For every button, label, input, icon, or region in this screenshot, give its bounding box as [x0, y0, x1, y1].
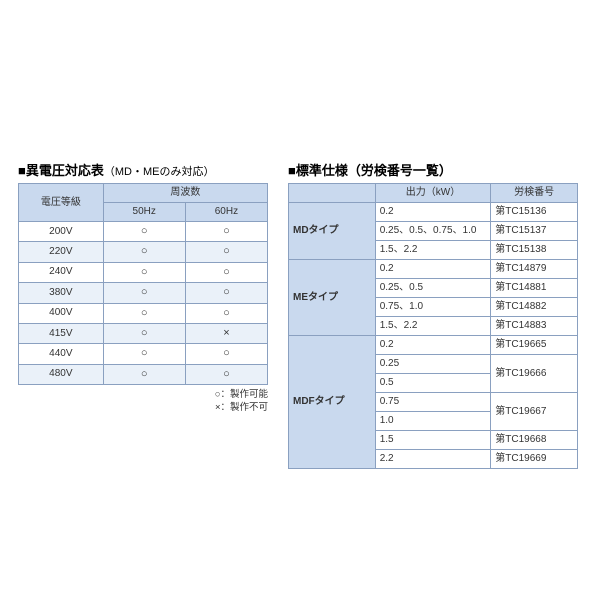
spec-row: MDFタイプ0.2第TC19665	[289, 336, 578, 355]
output-cell: 1.5、2.2	[375, 241, 491, 260]
freq50-cell: ○	[103, 323, 185, 343]
number-cell: 第TC15137	[491, 222, 578, 241]
freq60-cell: ○	[185, 364, 267, 384]
freq60-cell: ○	[185, 222, 267, 242]
spec-row: MEタイプ0.2第TC14879	[289, 260, 578, 279]
voltage-cell: 415V	[19, 323, 104, 343]
voltage-table: 電圧等級周波数50Hz60Hz200V○○220V○○240V○○380V○○4…	[18, 183, 268, 385]
voltage-cell: 220V	[19, 242, 104, 262]
legend-ng: ×：製作不可	[215, 402, 268, 413]
voltage-cell: 480V	[19, 364, 104, 384]
voltage-cell: 200V	[19, 222, 104, 242]
voltage-row: 415V○×	[19, 323, 268, 343]
voltage-table-panel: ■異電圧対応表（MD・MEのみ対応） 電圧等級周波数50Hz60Hz200V○○…	[18, 160, 268, 415]
freq50-cell: ○	[103, 262, 185, 282]
number-cell: 第TC15138	[491, 241, 578, 260]
col-number-header: 労検番号	[491, 184, 578, 203]
output-cell: 0.25、0.5	[375, 279, 491, 298]
number-cell: 第TC19665	[491, 336, 578, 355]
voltage-row: 440V○○	[19, 344, 268, 364]
output-cell: 0.75	[375, 393, 491, 412]
col-50hz-header: 50Hz	[103, 203, 185, 222]
output-cell: 0.25	[375, 355, 491, 374]
freq50-cell: ○	[103, 242, 185, 262]
col-voltage-header: 電圧等級	[19, 184, 104, 222]
voltage-cell: 400V	[19, 303, 104, 323]
number-cell: 第TC19666	[491, 355, 578, 393]
number-cell: 第TC14882	[491, 298, 578, 317]
number-cell: 第TC19668	[491, 431, 578, 450]
freq50-cell: ○	[103, 303, 185, 323]
title-text: 標準仕様（労検番号一覧）	[296, 163, 452, 178]
spec-table-title: ■標準仕様（労検番号一覧）	[288, 160, 578, 179]
legend-ok: ○：製作可能	[215, 389, 268, 400]
voltage-cell: 380V	[19, 283, 104, 303]
voltage-row: 240V○○	[19, 262, 268, 282]
output-cell: 0.75、1.0	[375, 298, 491, 317]
col-freq-header: 周波数	[103, 184, 267, 203]
voltage-cell: 440V	[19, 344, 104, 364]
content-wrap: ■異電圧対応表（MD・MEのみ対応） 電圧等級周波数50Hz60Hz200V○○…	[18, 160, 582, 469]
freq60-cell: ○	[185, 262, 267, 282]
output-cell: 0.2	[375, 203, 491, 222]
title-text: 異電圧対応表	[26, 163, 104, 178]
title-marker: ■	[18, 163, 26, 178]
freq60-cell: ○	[185, 344, 267, 364]
voltage-legend: ○：製作可能 ×：製作不可	[18, 388, 268, 415]
voltage-row: 380V○○	[19, 283, 268, 303]
output-cell: 1.0	[375, 412, 491, 431]
freq50-cell: ○	[103, 364, 185, 384]
spec-table-panel: ■標準仕様（労検番号一覧） 出力（kW）労検番号MDタイプ0.2第TC15136…	[288, 160, 578, 469]
output-cell: 0.2	[375, 260, 491, 279]
title-subtitle: （MD・MEのみ対応）	[104, 166, 215, 178]
type-cell: MDFタイプ	[289, 336, 376, 469]
output-cell: 0.2	[375, 336, 491, 355]
freq60-cell: ○	[185, 303, 267, 323]
voltage-table-title: ■異電圧対応表（MD・MEのみ対応）	[18, 160, 268, 179]
number-cell: 第TC19669	[491, 450, 578, 469]
title-marker: ■	[288, 163, 296, 178]
spec-table: 出力（kW）労検番号MDタイプ0.2第TC151360.25、0.5、0.75、…	[288, 183, 578, 469]
type-cell: MEタイプ	[289, 260, 376, 336]
voltage-row: 400V○○	[19, 303, 268, 323]
col-output-header: 出力（kW）	[375, 184, 491, 203]
output-cell: 1.5、2.2	[375, 317, 491, 336]
spec-row: MDタイプ0.2第TC15136	[289, 203, 578, 222]
output-cell: 0.25、0.5、0.75、1.0	[375, 222, 491, 241]
col-60hz-header: 60Hz	[185, 203, 267, 222]
freq60-cell: ○	[185, 242, 267, 262]
number-cell: 第TC15136	[491, 203, 578, 222]
col-type-header	[289, 184, 376, 203]
freq50-cell: ○	[103, 344, 185, 364]
number-cell: 第TC14881	[491, 279, 578, 298]
freq50-cell: ○	[103, 222, 185, 242]
output-cell: 1.5	[375, 431, 491, 450]
number-cell: 第TC14883	[491, 317, 578, 336]
freq50-cell: ○	[103, 283, 185, 303]
voltage-row: 200V○○	[19, 222, 268, 242]
type-cell: MDタイプ	[289, 203, 376, 260]
voltage-cell: 240V	[19, 262, 104, 282]
freq60-cell: ○	[185, 283, 267, 303]
output-cell: 2.2	[375, 450, 491, 469]
number-cell: 第TC14879	[491, 260, 578, 279]
freq60-cell: ×	[185, 323, 267, 343]
voltage-row: 220V○○	[19, 242, 268, 262]
number-cell: 第TC19667	[491, 393, 578, 431]
output-cell: 0.5	[375, 374, 491, 393]
voltage-row: 480V○○	[19, 364, 268, 384]
